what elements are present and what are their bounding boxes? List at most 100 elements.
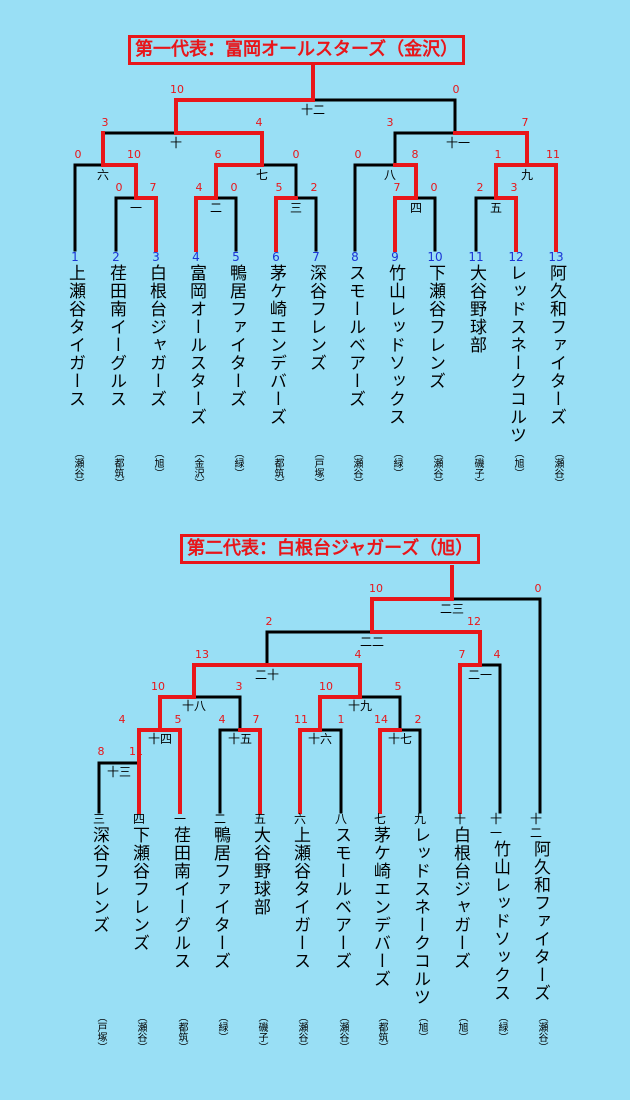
seed-number: 2 xyxy=(112,250,120,264)
team-name: 荏田南イーグルス xyxy=(170,826,190,970)
score: 1 xyxy=(494,148,502,161)
team-entry: 2 荏田南イーグルス xyxy=(106,250,126,408)
match-label: 十四 xyxy=(147,732,173,746)
seed-number: 十 xyxy=(453,812,466,826)
match-label: 二一 xyxy=(467,668,493,682)
score: 3 xyxy=(101,116,109,129)
score: 14 xyxy=(374,713,388,726)
match-label: 七 xyxy=(255,168,269,182)
team-name: 荏田南イーグルス xyxy=(106,264,126,408)
team-entry: 二 鴨居ファイターズ xyxy=(210,812,230,970)
seed-number: 三 xyxy=(92,812,105,826)
match-label: 三 xyxy=(289,201,303,215)
team-name: 阿久和ファイターズ xyxy=(530,840,550,1002)
seed-number: 10 xyxy=(427,250,443,264)
team-entry: 8 スモールベアーズ xyxy=(345,250,365,408)
team-name: 茅ケ崎エンデバーズ xyxy=(266,264,286,426)
team-entry: 3 白根台ジャガーズ xyxy=(146,250,166,408)
match-label: 十八 xyxy=(181,699,207,713)
seed-number: 13 xyxy=(548,250,564,264)
team-name: 深谷フレンズ xyxy=(306,264,326,372)
score: 0 xyxy=(74,148,82,161)
team-name: 大谷野球部 xyxy=(466,264,486,354)
team-entry: 三 深谷フレンズ xyxy=(89,812,109,934)
match-label: 二三 xyxy=(439,602,465,616)
score: 0 xyxy=(354,148,362,161)
team-name: スモールベアーズ xyxy=(331,826,351,970)
score: 4 xyxy=(354,648,362,661)
team-area: （戸塚） xyxy=(95,1012,106,1052)
team-area: （瀬谷） xyxy=(552,448,563,488)
match-label: 二 xyxy=(209,201,223,215)
score: 0 xyxy=(115,181,123,194)
score: 10 xyxy=(151,680,165,693)
team-name: 茅ケ崎エンデバーズ xyxy=(370,826,390,988)
team-area: （瀬谷） xyxy=(72,448,83,488)
seed-number: 九 xyxy=(413,812,426,826)
bracket1-title: 第一代表：富岡オールスターズ（金沢） xyxy=(128,35,466,65)
match-label: 十六 xyxy=(307,732,333,746)
seed-number: 11 xyxy=(468,250,484,264)
bracket2-title: 第二代表：白根台ジャガーズ（旭） xyxy=(180,534,481,564)
score: 10 xyxy=(170,83,184,96)
match-label: 二二 xyxy=(359,635,385,649)
team-entry: 9 竹山レッドソックス xyxy=(385,250,405,426)
team-area: （瀬谷） xyxy=(296,1012,307,1052)
score: 2 xyxy=(476,181,484,194)
match-label: 十一 xyxy=(445,136,471,150)
team-area: （緑） xyxy=(216,1012,227,1042)
team-name: 白根台ジャガーズ xyxy=(450,826,470,970)
team-area: （瀬谷） xyxy=(135,1012,146,1052)
team-area: （緑） xyxy=(232,448,243,478)
team-entry: 八 スモールベアーズ xyxy=(331,812,351,970)
score: 5 xyxy=(394,680,402,693)
score: 4 xyxy=(218,713,226,726)
team-name: 鴨居ファイターズ xyxy=(210,826,230,970)
team-entry: 六 上瀬谷タイガース xyxy=(290,812,310,970)
seed-number: 5 xyxy=(232,250,240,264)
match-label: 十三 xyxy=(106,765,132,779)
team-name: 白根台ジャガーズ xyxy=(146,264,166,408)
team-entry: 11 大谷野球部 xyxy=(466,250,486,354)
team-area: （都筑） xyxy=(376,1012,387,1052)
score: 5 xyxy=(275,181,283,194)
score: 6 xyxy=(214,148,222,161)
match-label: 十七 xyxy=(387,732,413,746)
score: 3 xyxy=(235,680,243,693)
team-entry: 一 荏田南イーグルス xyxy=(170,812,190,970)
score: 7 xyxy=(521,116,529,129)
score: 11 xyxy=(294,713,308,726)
team-area: （旭） xyxy=(456,1012,467,1042)
score: 11 xyxy=(546,148,560,161)
team-entry: 7 深谷フレンズ xyxy=(306,250,326,372)
team-name: レッドスネークコルツ xyxy=(410,826,430,1006)
match-label: 二十 xyxy=(254,668,280,682)
team-area: （緑） xyxy=(391,448,402,478)
team-entry: 13 阿久和ファイターズ xyxy=(546,250,566,426)
score: 4 xyxy=(493,648,501,661)
seed-number: 十一 xyxy=(490,812,503,840)
team-entry: 四 下瀬谷フレンズ xyxy=(129,812,149,952)
team-entry: 4 富岡オールスターズ xyxy=(186,250,206,426)
seed-number: 六 xyxy=(293,812,306,826)
match-label: 四 xyxy=(409,201,423,215)
seed-number: 7 xyxy=(312,250,320,264)
team-area: （旭） xyxy=(416,1012,427,1042)
team-name: 竹山レッドソックス xyxy=(490,840,510,1002)
score: 7 xyxy=(149,181,157,194)
score: 0 xyxy=(430,181,438,194)
seed-number: 四 xyxy=(132,812,145,826)
team-name: スモールベアーズ xyxy=(345,264,365,408)
score: 3 xyxy=(510,181,518,194)
team-name: 鴨居ファイターズ xyxy=(226,264,246,408)
seed-number: 七 xyxy=(373,812,386,826)
team-entry: 12 レッドスネークコルツ xyxy=(506,250,526,444)
score: 11 xyxy=(129,745,143,758)
team-entry: 1 上瀬谷タイガース xyxy=(65,250,85,408)
score: 7 xyxy=(458,648,466,661)
score: 0 xyxy=(230,181,238,194)
team-area: （戸塚） xyxy=(312,448,323,488)
team-area: （瀬谷） xyxy=(431,448,442,488)
team-area: （瀬谷） xyxy=(536,1012,547,1052)
